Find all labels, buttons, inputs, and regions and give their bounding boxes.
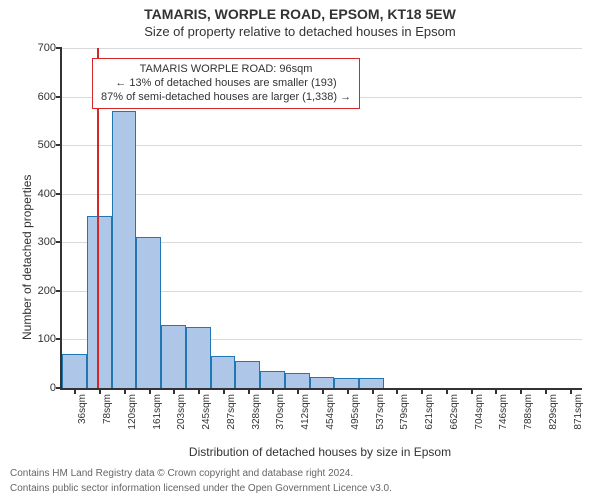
ytick-label: 300 (38, 236, 62, 248)
xtick-label: 704sqm (474, 394, 485, 430)
gridline (62, 145, 582, 146)
xtick-mark (372, 388, 374, 394)
chart-title: TAMARIS, WORPLE ROAD, EPSOM, KT18 5EW (0, 6, 600, 22)
ytick-label: 500 (38, 139, 62, 151)
ytick-label: 700 (38, 42, 62, 54)
xtick-label: 537sqm (375, 394, 386, 430)
histogram-bar (260, 371, 285, 388)
xtick-mark (570, 388, 572, 394)
histogram-bar (211, 356, 236, 388)
xtick-label: 412sqm (300, 394, 311, 430)
xtick-mark (520, 388, 522, 394)
histogram-bar (186, 327, 211, 388)
xtick-mark (223, 388, 225, 394)
xtick-mark (124, 388, 126, 394)
xtick-mark (471, 388, 473, 394)
xtick-label: 370sqm (275, 394, 286, 430)
ytick-label: 200 (38, 285, 62, 297)
ytick-label: 400 (38, 188, 62, 200)
annotation-line: TAMARIS WORPLE ROAD: 96sqm (101, 63, 351, 77)
xtick-label: 36sqm (77, 394, 88, 424)
xtick-mark (421, 388, 423, 394)
plot-area: 010020030040050060070036sqm78sqm120sqm16… (60, 48, 582, 390)
xtick-mark (545, 388, 547, 394)
histogram-bar (310, 377, 335, 388)
xtick-label: 161sqm (152, 394, 163, 430)
annotation-line: 87% of semi-detached houses are larger (… (101, 91, 351, 105)
chart-subtitle: Size of property relative to detached ho… (0, 24, 600, 39)
xtick-label: 203sqm (176, 394, 187, 430)
xtick-label: 788sqm (523, 394, 534, 430)
xtick-mark (198, 388, 200, 394)
gridline (62, 48, 582, 49)
ytick-label: 600 (38, 91, 62, 103)
annotation-line: ← 13% of detached houses are smaller (19… (101, 77, 351, 91)
annotation-box: TAMARIS WORPLE ROAD: 96sqm← 13% of detac… (92, 58, 360, 109)
xtick-label: 829sqm (548, 394, 559, 430)
gridline (62, 194, 582, 195)
xtick-label: 662sqm (449, 394, 460, 430)
histogram-bar (359, 378, 384, 388)
ytick-label: 100 (38, 333, 62, 345)
xtick-mark (396, 388, 398, 394)
histogram-bar (62, 354, 87, 388)
xtick-label: 871sqm (573, 394, 584, 430)
histogram-bar (136, 237, 161, 388)
xtick-mark (248, 388, 250, 394)
xtick-mark (347, 388, 349, 394)
xtick-label: 579sqm (399, 394, 410, 430)
xtick-mark (297, 388, 299, 394)
histogram-bar (235, 361, 260, 388)
xtick-label: 621sqm (424, 394, 435, 430)
y-axis-label: Number of detached properties (20, 175, 34, 340)
xtick-label: 245sqm (201, 394, 212, 430)
footer-line-2: Contains public sector information licen… (10, 483, 392, 494)
ytick-label: 0 (50, 382, 62, 394)
xtick-label: 495sqm (350, 394, 361, 430)
xtick-label: 120sqm (127, 394, 138, 430)
histogram-bar (161, 325, 186, 388)
xtick-label: 746sqm (498, 394, 509, 430)
histogram-bar (112, 111, 137, 388)
histogram-bar (285, 373, 310, 388)
histogram-bar (334, 378, 359, 388)
xtick-label: 328sqm (251, 394, 262, 430)
xtick-mark (99, 388, 101, 394)
footer-line-1: Contains HM Land Registry data © Crown c… (10, 468, 353, 479)
x-axis-label: Distribution of detached houses by size … (60, 445, 580, 459)
xtick-mark (149, 388, 151, 394)
xtick-mark (446, 388, 448, 394)
xtick-label: 287sqm (226, 394, 237, 430)
xtick-mark (322, 388, 324, 394)
xtick-label: 454sqm (325, 394, 336, 430)
xtick-label: 78sqm (102, 394, 113, 424)
